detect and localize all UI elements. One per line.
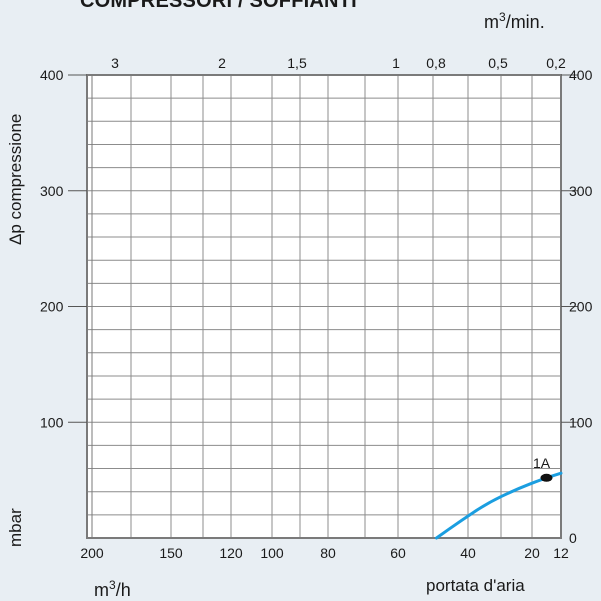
- x-tick-label-top: 1: [392, 55, 400, 71]
- x-tick-label-bottom: 120: [219, 545, 243, 561]
- y-tick-label-left: 200: [40, 299, 64, 315]
- x-tick-label-top: 1,5: [287, 55, 307, 71]
- series-label-1a: 1A: [533, 455, 551, 471]
- y-tick-label-right: 300: [569, 183, 593, 199]
- x-tick-label-top: 0,5: [488, 55, 508, 71]
- x-tick-label-bottom: 200: [80, 545, 104, 561]
- y-tick-label-left: 100: [40, 414, 64, 430]
- x-tick-label-top: 0,8: [426, 55, 446, 71]
- chart-title: COMPRESSORI / SOFFIANTI: [80, 0, 357, 12]
- x-tick-label-top: 0,2: [546, 55, 566, 71]
- x-tick-label-bottom: 20: [524, 545, 540, 561]
- x-tick-label-top: 3: [111, 55, 119, 71]
- bottom-unit-suffix: /h: [115, 580, 131, 600]
- top-unit-exponent: 3: [499, 10, 506, 24]
- y-tick-label-right: 400: [569, 67, 593, 83]
- bottom-unit-base: m: [94, 580, 109, 600]
- x-tick-label-bottom: 100: [260, 545, 284, 561]
- top-axis-unit: m3/min.: [484, 10, 545, 33]
- y-tick-label-left: 300: [40, 183, 64, 199]
- x-tick-label-top: 2: [218, 55, 226, 71]
- bottom-unit-exponent: 3: [109, 578, 116, 592]
- series-curve-1a: [435, 471, 563, 540]
- top-unit-suffix: /min.: [505, 12, 545, 32]
- y-tick-label-left: 400: [40, 67, 64, 83]
- x-axis-label: portata d'aria: [426, 576, 525, 595]
- x-tick-label-bottom: 40: [460, 545, 476, 561]
- x-tick-label-bottom: 12: [553, 545, 569, 561]
- y-tick-label-right: 200: [569, 299, 593, 315]
- bottom-axis-unit: m3/h: [94, 578, 131, 601]
- x-tick-label-bottom: 150: [159, 545, 183, 561]
- y-tick-label-right: 100: [569, 414, 593, 430]
- series-marker-1a: [540, 473, 553, 482]
- top-unit-base: m: [484, 12, 499, 32]
- y-tick-label-right: 0: [569, 530, 577, 546]
- x-tick-label-bottom: 60: [390, 545, 406, 561]
- x-tick-label-bottom: 80: [320, 545, 336, 561]
